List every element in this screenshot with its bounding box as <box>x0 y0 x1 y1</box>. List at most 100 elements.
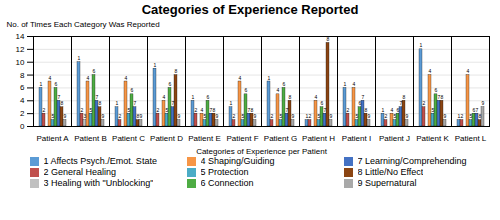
svg-text:2: 2 <box>385 113 388 119</box>
svg-text:Patient E: Patient E <box>188 134 220 143</box>
svg-text:6: 6 <box>283 81 286 87</box>
svg-text:8: 8 <box>175 68 178 74</box>
svg-text:5: 5 <box>128 107 131 113</box>
svg-text:2: 2 <box>347 107 350 113</box>
svg-text:9: 9 <box>178 113 181 119</box>
svg-text:8: 8 <box>99 100 102 106</box>
svg-text:9: 9 <box>102 113 105 119</box>
svg-text:8: 8 <box>289 94 292 100</box>
svg-text:8: 8 <box>61 100 64 106</box>
svg-text:Patient B: Patient B <box>74 134 106 143</box>
svg-text:5: 5 <box>52 113 55 119</box>
svg-text:Patient G: Patient G <box>264 134 297 143</box>
svg-text:8: 8 <box>403 94 406 100</box>
svg-text:4: 4 <box>87 75 90 81</box>
svg-text:1: 1 <box>344 81 347 87</box>
svg-text:8: 8 <box>479 113 482 119</box>
svg-text:2: 2 <box>233 113 236 119</box>
svg-text:5: 5 <box>90 107 93 113</box>
svg-text:7: 7 <box>400 100 403 106</box>
svg-text:1: 1 <box>230 100 233 106</box>
svg-text:9: 9 <box>368 113 371 119</box>
svg-text:9: 9 <box>64 113 67 119</box>
svg-text:2: 2 <box>119 113 122 119</box>
svg-text:2: 2 <box>43 107 46 113</box>
svg-text:2: 2 <box>271 113 274 119</box>
svg-text:9: 9 <box>140 113 143 119</box>
svg-text:Patient K: Patient K <box>416 134 449 143</box>
svg-text:1: 1 <box>192 94 195 100</box>
svg-text:3: 3 <box>84 113 87 119</box>
svg-text:6: 6 <box>169 81 172 87</box>
svg-text:0: 0 <box>20 122 25 131</box>
svg-text:6: 6 <box>359 100 362 106</box>
svg-text:4: 4 <box>163 94 166 100</box>
svg-text:4: 4 <box>49 75 52 81</box>
svg-text:6: 6 <box>131 87 134 93</box>
svg-text:4: 4 <box>429 68 432 74</box>
svg-text:4: 4 <box>467 68 470 74</box>
svg-text:9: 9 <box>254 113 257 119</box>
svg-text:Patient F: Patient F <box>226 134 258 143</box>
svg-text:6: 6 <box>55 81 58 87</box>
svg-text:5: 5 <box>204 113 207 119</box>
svg-text:6: 6 <box>93 68 96 74</box>
svg-text:4: 4 <box>125 75 128 81</box>
svg-text:9: 9 <box>330 113 333 119</box>
svg-text:5: 5 <box>470 113 473 119</box>
svg-text:No. of Times Each Category Was: No. of Times Each Category Was Reported <box>7 20 160 29</box>
svg-text:4: 4 <box>201 107 204 113</box>
svg-text:7: 7 <box>324 107 327 113</box>
svg-text:7: 7 <box>134 100 137 106</box>
svg-text:2: 2 <box>309 113 312 119</box>
svg-text:8: 8 <box>213 107 216 113</box>
svg-text:Patient L: Patient L <box>455 134 487 143</box>
svg-text:7: 7 <box>476 107 479 113</box>
svg-text:4: 4 <box>353 81 356 87</box>
svg-text:8: 8 <box>327 36 330 42</box>
svg-text:9: 9 <box>406 113 409 119</box>
svg-text:5: 5 <box>280 113 283 119</box>
svg-text:10: 10 <box>16 58 25 67</box>
svg-text:5: 5 <box>166 107 169 113</box>
svg-text:1: 1 <box>40 81 43 87</box>
svg-text:5: 5 <box>356 113 359 119</box>
svg-text:Patient C: Patient C <box>112 134 145 143</box>
svg-text:5: 5 <box>242 113 245 119</box>
svg-text:Patient A: Patient A <box>36 134 69 143</box>
svg-text:7: 7 <box>362 94 365 100</box>
svg-text:7: 7 <box>96 94 99 100</box>
svg-text:Patient H: Patient H <box>302 134 335 143</box>
svg-text:9: 9 <box>444 113 447 119</box>
svg-text:1: 1 <box>154 62 157 68</box>
svg-text:Patient I: Patient I <box>342 134 371 143</box>
svg-text:1: 1 <box>116 100 119 106</box>
svg-text:6: 6 <box>20 83 25 92</box>
svg-text:2: 2 <box>81 107 84 113</box>
svg-text:5: 5 <box>318 113 321 119</box>
svg-text:Categories of Experience per P: Categories of Experience per Patient <box>196 147 328 156</box>
svg-text:4: 4 <box>391 107 394 113</box>
svg-text:1: 1 <box>78 55 81 61</box>
svg-text:7: 7 <box>286 107 289 113</box>
svg-text:6: 6 <box>435 87 438 93</box>
svg-text:2: 2 <box>195 107 198 113</box>
svg-text:2: 2 <box>461 113 464 119</box>
svg-text:5: 5 <box>394 113 397 119</box>
svg-text:14: 14 <box>16 32 25 41</box>
svg-text:7: 7 <box>172 100 175 106</box>
svg-text:1: 1 <box>268 75 271 81</box>
svg-text:6: 6 <box>321 100 324 106</box>
svg-text:7: 7 <box>58 94 61 100</box>
svg-text:1: 1 <box>382 107 385 113</box>
svg-text:9: 9 <box>292 113 295 119</box>
svg-text:5: 5 <box>432 107 435 113</box>
svg-text:Patient D: Patient D <box>150 134 183 143</box>
svg-text:6: 6 <box>397 107 400 113</box>
svg-text:8: 8 <box>20 71 25 80</box>
svg-text:9: 9 <box>482 100 485 106</box>
svg-text:1: 1 <box>420 42 423 48</box>
svg-text:2: 2 <box>423 100 426 106</box>
svg-text:2: 2 <box>157 107 160 113</box>
svg-text:4: 4 <box>20 96 25 105</box>
